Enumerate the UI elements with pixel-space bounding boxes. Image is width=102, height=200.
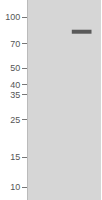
- svg-text:10: 10: [10, 182, 20, 192]
- svg-text:50: 50: [10, 63, 20, 73]
- svg-text:100: 100: [5, 12, 20, 22]
- svg-text:25: 25: [10, 115, 20, 125]
- svg-text:15: 15: [10, 152, 20, 162]
- svg-text:70: 70: [10, 39, 20, 49]
- svg-text:35: 35: [10, 90, 20, 100]
- svg-text:40: 40: [10, 80, 20, 90]
